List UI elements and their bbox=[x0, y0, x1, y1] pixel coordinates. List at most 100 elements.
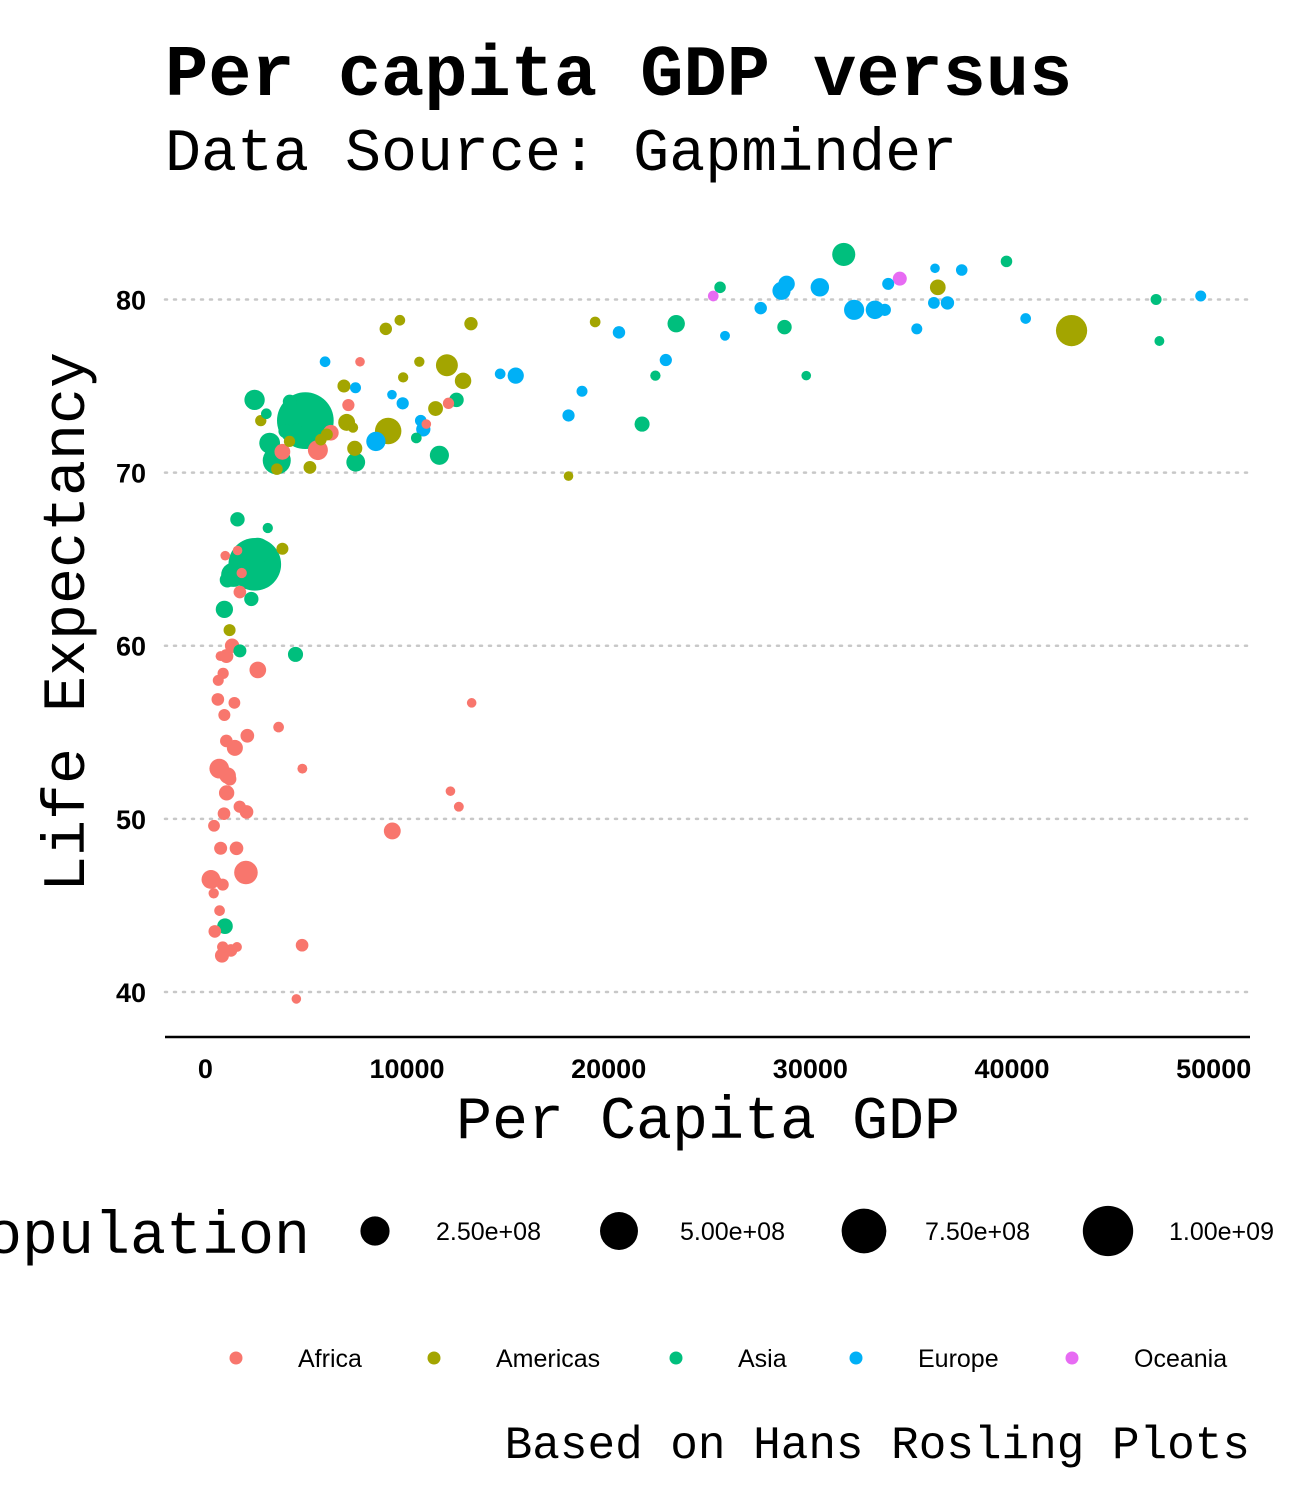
data-point-americas bbox=[397, 372, 409, 383]
data-point-africa bbox=[208, 925, 222, 938]
data-point-europe bbox=[869, 306, 881, 318]
data-point-africa bbox=[453, 801, 464, 812]
data-point-europe bbox=[387, 389, 397, 400]
x-tick-label: 10000 bbox=[369, 1054, 444, 1084]
data-point-africa bbox=[220, 734, 233, 748]
data-point-africa bbox=[223, 772, 237, 786]
data-point-africa bbox=[217, 941, 229, 953]
data-point-africa bbox=[214, 905, 225, 916]
data-point-americas bbox=[223, 624, 236, 637]
data-point-europe bbox=[562, 409, 575, 422]
data-point-asia bbox=[346, 452, 366, 472]
data-point-asia bbox=[217, 918, 233, 934]
data-point-africa bbox=[297, 763, 308, 774]
color-legend-swatch bbox=[849, 1351, 863, 1365]
data-point-americas bbox=[394, 314, 406, 326]
data-point-africa bbox=[218, 708, 231, 721]
data-point-africa bbox=[383, 822, 401, 840]
data-point-africa bbox=[220, 550, 231, 561]
data-point-americas bbox=[929, 279, 946, 296]
data-point-europe bbox=[659, 353, 672, 367]
data-point-asia bbox=[259, 432, 281, 454]
y-axis-title: Life Expectancy bbox=[35, 352, 103, 892]
data-point-europe bbox=[350, 382, 361, 394]
data-point-oceania bbox=[892, 271, 907, 286]
data-point-africa bbox=[240, 728, 255, 743]
data-point-europe bbox=[1020, 313, 1031, 324]
data-point-americas bbox=[283, 435, 296, 448]
data-point-asia bbox=[261, 408, 272, 420]
data-point-asia bbox=[244, 389, 265, 411]
data-point-africa bbox=[215, 651, 226, 662]
color-legend: Africa Americas Asia Europe Oceania bbox=[229, 1345, 1227, 1373]
data-point-americas bbox=[428, 401, 443, 416]
data-point-americas bbox=[303, 460, 317, 474]
data-point-oceania bbox=[707, 290, 719, 302]
data-point-africa bbox=[211, 693, 225, 706]
data-point-africa bbox=[442, 397, 455, 409]
data-point-europe bbox=[576, 385, 588, 397]
data-point-europe bbox=[955, 264, 968, 276]
data-point-asia bbox=[1150, 293, 1162, 305]
data-point-africa bbox=[212, 674, 224, 686]
data-point-africa bbox=[466, 698, 477, 708]
data-point-americas bbox=[271, 463, 283, 475]
x-tick-label: 30000 bbox=[773, 1054, 848, 1084]
data-point-americas bbox=[1055, 314, 1088, 347]
data-point-americas bbox=[464, 317, 478, 331]
data-point-europe bbox=[878, 303, 891, 316]
x-tick-label: 40000 bbox=[974, 1054, 1049, 1084]
color-legend-swatch bbox=[1065, 1351, 1079, 1365]
data-points bbox=[201, 242, 1207, 1004]
data-point-asia bbox=[714, 281, 726, 294]
data-point-europe bbox=[844, 299, 865, 320]
data-point-europe bbox=[612, 326, 626, 339]
data-point-europe bbox=[940, 296, 955, 310]
color-legend-label: Europe bbox=[918, 1345, 999, 1373]
data-point-africa bbox=[208, 888, 219, 899]
y-tick-label: 60 bbox=[116, 632, 146, 662]
data-point-africa bbox=[232, 545, 243, 556]
data-point-asia bbox=[429, 445, 449, 465]
data-point-asia bbox=[410, 432, 422, 444]
data-point-africa bbox=[217, 807, 231, 820]
color-legend-label: Americas bbox=[496, 1345, 600, 1373]
size-legend-label: 2.50e+08 bbox=[436, 1218, 541, 1246]
data-point-asia bbox=[801, 370, 812, 381]
data-point-americas bbox=[414, 356, 425, 367]
y-tick-labels: 40 50 60 70 80 bbox=[116, 285, 146, 1008]
data-point-europe bbox=[366, 431, 386, 452]
gridlines bbox=[163, 298, 1252, 994]
color-legend-label: Oceania bbox=[1134, 1345, 1227, 1373]
color-legend-label: Africa bbox=[298, 1345, 362, 1373]
data-point-americas bbox=[276, 542, 289, 555]
size-legend-title: Population bbox=[0, 1204, 310, 1272]
data-point-asia bbox=[634, 416, 650, 432]
data-point-africa bbox=[233, 800, 246, 813]
y-tick-label: 80 bbox=[116, 285, 146, 315]
data-point-africa bbox=[355, 356, 365, 367]
y-tick-label: 40 bbox=[116, 978, 146, 1008]
size-legend-swatch bbox=[841, 1208, 887, 1254]
data-point-africa bbox=[421, 419, 432, 429]
data-point-europe bbox=[930, 263, 940, 274]
data-point-europe bbox=[507, 367, 524, 384]
color-legend-label: Asia bbox=[738, 1345, 787, 1373]
data-point-americas bbox=[315, 433, 327, 446]
data-point-africa bbox=[233, 585, 247, 599]
data-point-africa bbox=[212, 876, 222, 886]
data-point-africa bbox=[274, 443, 291, 460]
data-point-asia bbox=[282, 394, 297, 409]
size-legend: 2.50e+08 5.00e+08 7.50e+08 1.00e+09 bbox=[360, 1205, 1274, 1257]
size-legend-label: 5.00e+08 bbox=[680, 1218, 785, 1246]
data-point-asia bbox=[290, 423, 303, 435]
color-legend-swatch bbox=[427, 1351, 441, 1365]
y-tick-label: 50 bbox=[116, 805, 146, 835]
size-legend-label: 7.50e+08 bbox=[925, 1218, 1030, 1246]
size-legend-label: 1.00e+09 bbox=[1169, 1218, 1274, 1246]
data-point-europe bbox=[396, 397, 409, 410]
data-point-asia bbox=[278, 424, 293, 439]
data-point-africa bbox=[249, 661, 267, 679]
color-legend-swatch bbox=[229, 1351, 243, 1365]
data-point-europe bbox=[928, 297, 940, 309]
